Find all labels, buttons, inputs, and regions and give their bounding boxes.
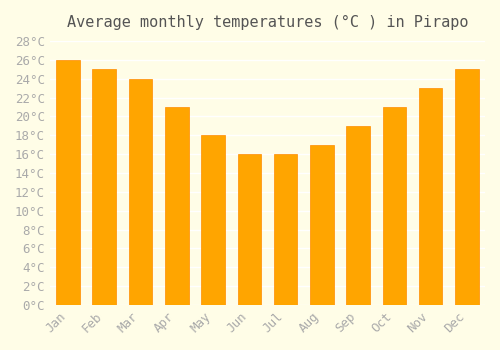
Bar	[310, 145, 334, 305]
Bar	[202, 135, 225, 305]
Bar	[128, 79, 152, 305]
Bar	[56, 60, 80, 305]
Bar	[419, 88, 442, 305]
Title: Average monthly temperatures (°C ) in Pirapo: Average monthly temperatures (°C ) in Pi…	[66, 15, 468, 30]
Bar	[165, 107, 188, 305]
Bar	[274, 154, 297, 305]
Bar	[382, 107, 406, 305]
Bar	[346, 126, 370, 305]
Bar	[238, 154, 261, 305]
Bar	[92, 69, 116, 305]
Bar	[455, 69, 478, 305]
